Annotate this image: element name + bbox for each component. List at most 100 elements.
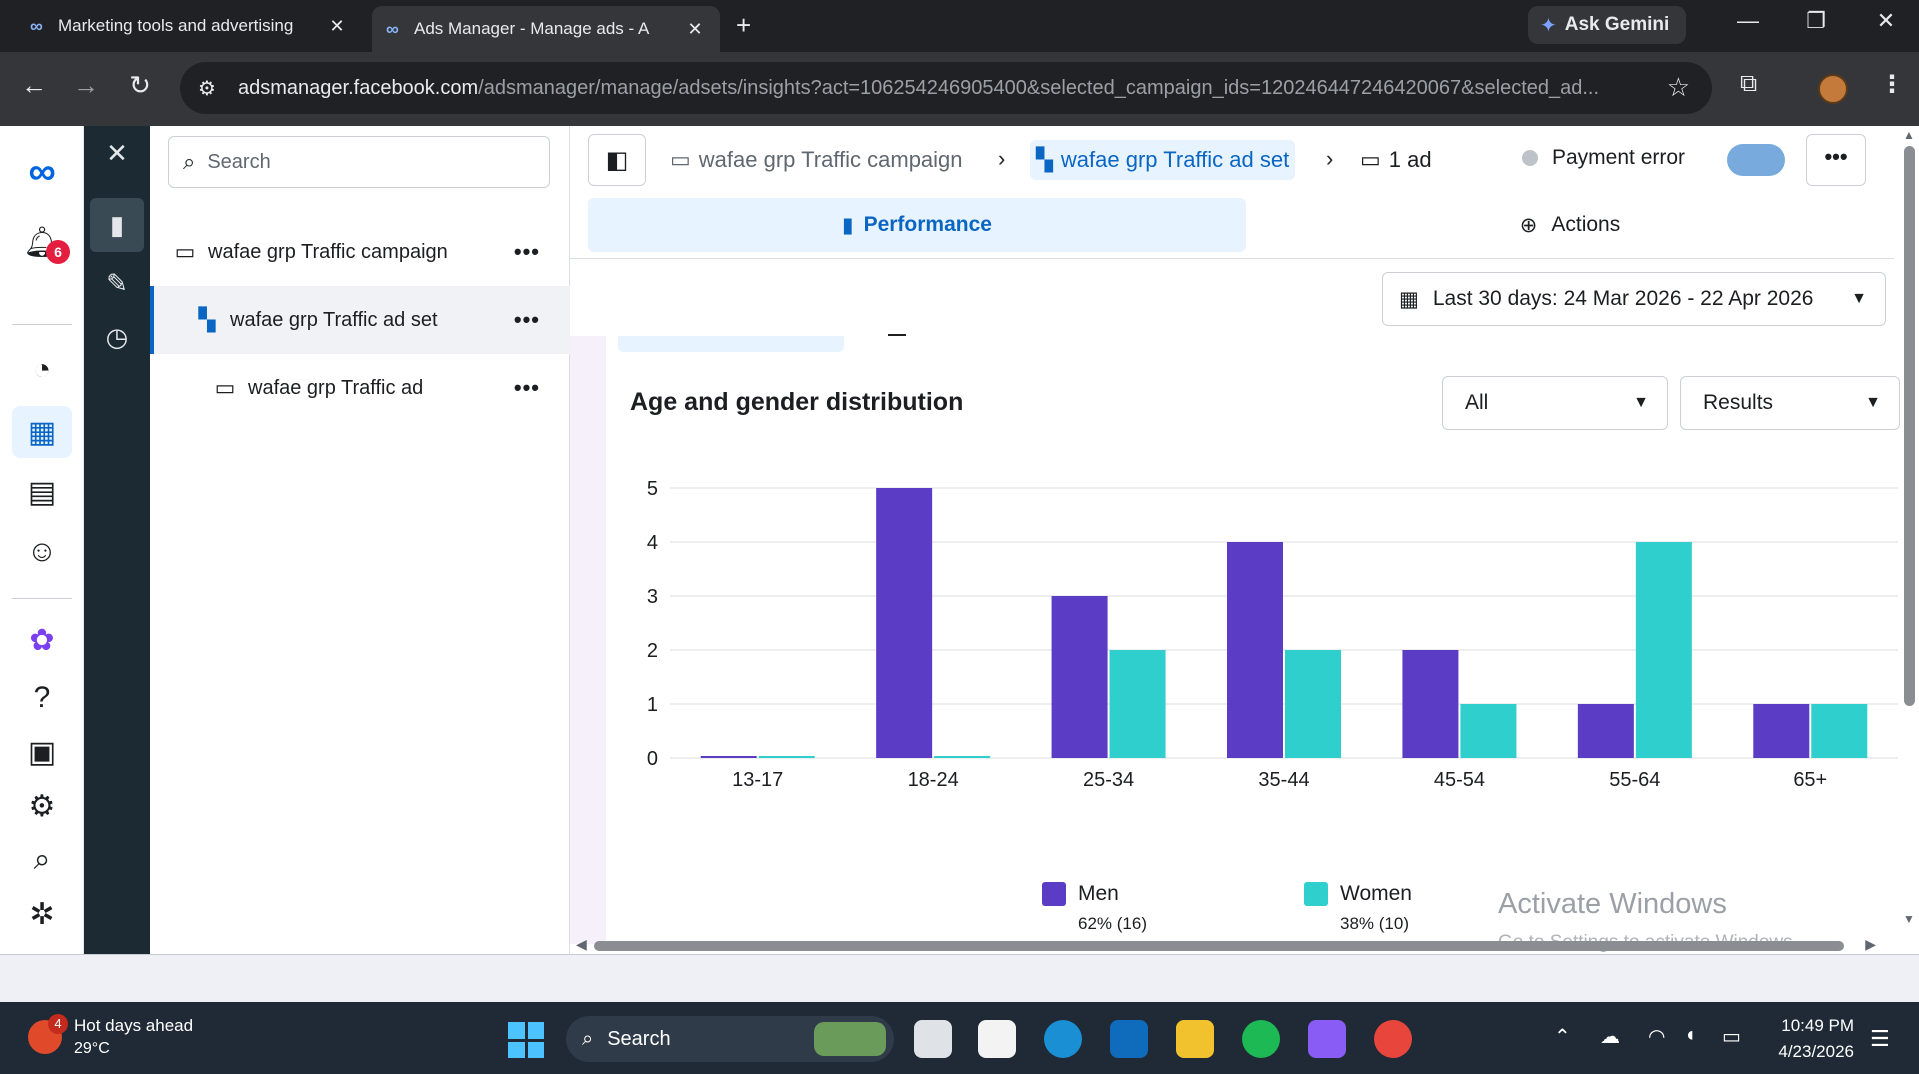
more-actions-button[interactable]: ••• bbox=[1806, 134, 1866, 186]
breadcrumb-campaign[interactable]: ▭ wafae grp Traffic campaign bbox=[670, 140, 963, 180]
scroll-thumb[interactable] bbox=[594, 941, 1844, 951]
news-icon[interactable]: ▣ bbox=[27, 735, 57, 769]
address-bar[interactable]: ⚙ adsmanager.facebook.com/adsmanager/man… bbox=[180, 62, 1712, 114]
toggle-sidebar-button[interactable]: ◧ bbox=[588, 134, 646, 186]
back-icon[interactable]: ← bbox=[21, 70, 47, 100]
close-panel-icon[interactable]: ✕ bbox=[106, 137, 128, 168]
minimize-icon[interactable]: — bbox=[1737, 8, 1759, 33]
y-tick-label: 3 bbox=[647, 586, 658, 608]
volume-icon[interactable]: ◖ bbox=[1684, 1024, 1697, 1046]
vertical-scrollbar[interactable]: ▲ ▼ bbox=[1900, 126, 1919, 954]
taskbar-search[interactable]: ⌕ Search bbox=[566, 1016, 894, 1062]
tree-item-label: wafae grp Traffic ad bbox=[248, 376, 424, 399]
legend-swatch-men bbox=[1042, 882, 1066, 906]
settings-icon[interactable]: ⚙ bbox=[28, 789, 56, 823]
spotify-icon[interactable] bbox=[1242, 1020, 1280, 1058]
copilot-icon[interactable] bbox=[1308, 1020, 1346, 1058]
search-icon: ⌕ bbox=[183, 149, 196, 174]
onedrive-icon[interactable]: ☁ bbox=[1600, 1026, 1620, 1048]
lens-icon[interactable]: ⧉ bbox=[1740, 70, 1758, 97]
breadcrumb-adset[interactable]: ▚ wafae grp Traffic ad set bbox=[1030, 140, 1296, 180]
browser-tab-ads-manager[interactable]: ∞ Ads Manager - Manage ads - A ✕ bbox=[372, 6, 720, 52]
tree-item-ad[interactable]: ▭ wafae grp Traffic ad ••• bbox=[150, 354, 570, 422]
table-icon[interactable]: ▦ bbox=[12, 406, 72, 458]
system-clock[interactable]: 10:49 PM 4/23/2026 bbox=[1770, 1016, 1854, 1062]
pencil-icon[interactable]: ✎ bbox=[106, 267, 128, 298]
url-text[interactable]: adsmanager.facebook.com/adsmanager/manag… bbox=[238, 77, 1658, 100]
folder-icon: ▭ bbox=[670, 147, 691, 172]
task-view-icon[interactable] bbox=[914, 1020, 952, 1058]
audience-filter-dropdown[interactable]: All ▼ bbox=[1442, 376, 1668, 430]
bar-men-35-44 bbox=[1227, 542, 1283, 758]
y-tick-label: 5 bbox=[647, 478, 658, 500]
horizontal-scrollbar[interactable]: ◀ ▶ bbox=[570, 936, 1900, 954]
close-icon[interactable]: ✕ bbox=[329, 15, 345, 36]
close-icon[interactable]: ✕ bbox=[687, 18, 703, 39]
scroll-thumb[interactable] bbox=[1904, 146, 1915, 706]
age-gender-bar-chart: 0 1 2 3 4 5 13-17 18-24 25-34 35-44 45-54 55-64 65+ bbox=[647, 478, 1898, 791]
battery-icon[interactable]: ▭ bbox=[1722, 1026, 1741, 1048]
meta-logo-icon: ∞ bbox=[30, 15, 43, 36]
edge-icon[interactable] bbox=[1044, 1020, 1082, 1058]
more-options-icon[interactable]: ••• bbox=[513, 239, 540, 264]
tree-search-input[interactable]: ⌕ Search bbox=[168, 136, 550, 188]
sidebar-panel-icon: ◧ bbox=[605, 146, 629, 174]
clock-icon[interactable]: ◷ bbox=[105, 321, 129, 352]
x-tick-label: 55-64 bbox=[1609, 769, 1660, 791]
tree-item-campaign[interactable]: ▭ wafae grp Traffic campaign ••• bbox=[150, 218, 570, 286]
outlook-icon[interactable] bbox=[1110, 1020, 1148, 1058]
restore-icon[interactable]: ❐ bbox=[1806, 8, 1826, 33]
store-icon[interactable] bbox=[978, 1020, 1016, 1058]
dropdown-value: Results bbox=[1703, 391, 1774, 414]
bug-icon[interactable]: ✲ bbox=[29, 897, 55, 931]
search-icon[interactable]: ⌕ bbox=[33, 843, 51, 876]
flower-icon[interactable]: ✿ bbox=[29, 623, 55, 657]
x-tick-label: 25-34 bbox=[1083, 769, 1134, 791]
site-settings-icon[interactable]: ⚙ bbox=[198, 77, 216, 100]
date-range-picker[interactable]: ▦ Last 30 days: 24 Mar 2026 - 22 Apr 202… bbox=[1382, 272, 1886, 326]
breadcrumb-label: wafae grp Traffic campaign bbox=[698, 147, 963, 172]
chrome-icon[interactable] bbox=[1374, 1020, 1412, 1058]
notification-badge: 6 bbox=[46, 240, 70, 264]
browser-tab-marketing[interactable]: ∞ Marketing tools and advertising ✕ bbox=[16, 6, 362, 46]
profile-avatar[interactable] bbox=[1818, 74, 1848, 104]
windows-start-icon[interactable] bbox=[508, 1022, 544, 1058]
bookmark-star-icon[interactable]: ☆ bbox=[1666, 72, 1690, 102]
metric-filter-dropdown[interactable]: Results ▼ bbox=[1680, 376, 1900, 430]
forward-icon[interactable]: → bbox=[73, 70, 99, 100]
ask-gemini-button[interactable]: ✦ Ask Gemini bbox=[1528, 6, 1686, 44]
chrome-menu-icon[interactable]: ⋮ bbox=[1880, 71, 1904, 98]
scroll-left-icon[interactable]: ◀ bbox=[576, 936, 587, 952]
tab-actions[interactable]: ⊕ Actions bbox=[1246, 198, 1894, 252]
divider-dash bbox=[888, 334, 906, 336]
weather-widget[interactable]: 4 Hot days ahead 29°C bbox=[28, 1014, 193, 1058]
pages-icon[interactable]: ▤ bbox=[27, 475, 57, 509]
new-tab-button[interactable]: + bbox=[736, 10, 752, 40]
close-window-icon[interactable]: ✕ bbox=[1876, 8, 1896, 33]
bar-men-65+ bbox=[1753, 704, 1810, 758]
tray-overflow-icon[interactable]: ⌃ bbox=[1554, 1026, 1571, 1048]
tab-performance[interactable]: ▮ Performance bbox=[588, 198, 1246, 252]
breadcrumb-ad[interactable]: ▭ 1 ad bbox=[1360, 140, 1432, 180]
scroll-up-icon[interactable]: ▲ bbox=[1903, 128, 1915, 142]
more-options-icon[interactable]: ••• bbox=[513, 307, 540, 332]
tree-item-adset[interactable]: ▚ wafae grp Traffic ad set ••• bbox=[150, 286, 570, 354]
wifi-icon[interactable]: ◠ bbox=[1648, 1026, 1666, 1048]
collapsed-section bbox=[618, 336, 844, 352]
scroll-down-icon[interactable]: ▼ bbox=[1903, 912, 1915, 926]
notification-center-icon[interactable]: ☰ bbox=[1870, 1026, 1890, 1051]
delivery-toggle[interactable] bbox=[1727, 144, 1785, 176]
dashboard-icon[interactable]: ◔ bbox=[32, 353, 52, 386]
file-explorer-icon[interactable] bbox=[1176, 1020, 1214, 1058]
gemini-star-icon: ✦ bbox=[1540, 14, 1557, 37]
search-icon: ⌕ bbox=[582, 1027, 594, 1050]
bar-chart-icon[interactable]: ▮ bbox=[90, 198, 144, 252]
meta-logo-icon[interactable]: ∞ bbox=[28, 150, 56, 193]
help-icon[interactable]: ? bbox=[33, 681, 51, 714]
reload-icon[interactable]: ↻ bbox=[129, 70, 151, 100]
scroll-right-icon[interactable]: ▶ bbox=[1865, 936, 1876, 952]
audience-icon[interactable]: ☺ bbox=[26, 535, 58, 568]
y-tick-label: 0 bbox=[647, 748, 658, 770]
more-options-icon[interactable]: ••• bbox=[513, 375, 540, 400]
ad-icon: ▭ bbox=[214, 375, 236, 400]
